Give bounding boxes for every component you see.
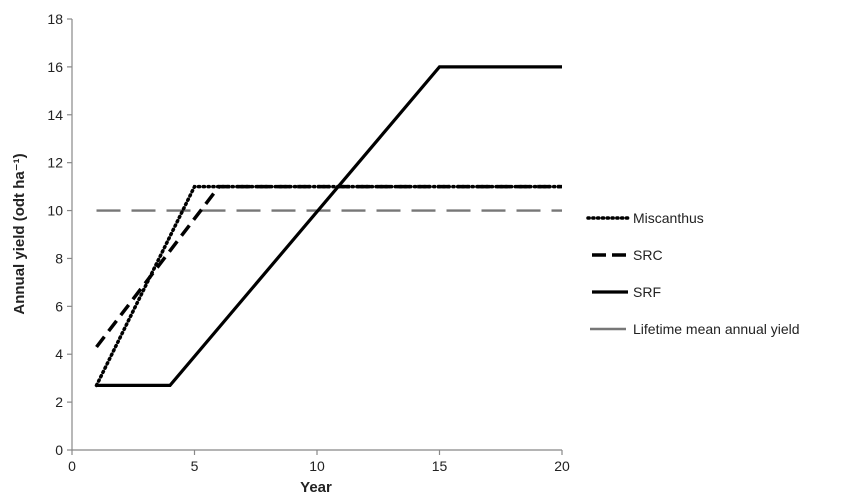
y-axis-ticks: 0 2 4 6 8 10 12 14 16 18 [47, 11, 72, 458]
x-axis-ticks: 0 5 10 15 20 [68, 450, 570, 474]
legend-label: SRC [633, 247, 663, 263]
legend-item-srf: SRF [592, 284, 661, 300]
y-tick-label: 10 [47, 203, 63, 219]
x-tick-label: 5 [191, 458, 199, 474]
series-line-miscanthus [94, 184, 564, 388]
legend-label: SRF [633, 284, 661, 300]
y-tick-label: 4 [55, 346, 63, 362]
legend-item-src: SRC [592, 247, 663, 263]
y-tick-label: 12 [47, 155, 63, 171]
y-tick-label: 2 [55, 394, 63, 410]
legend: Miscanthus SRC SRF Lifetime mean annual yie… [586, 210, 800, 337]
y-tick-label: 6 [55, 298, 63, 314]
series-layer [94, 65, 564, 388]
x-tick-label: 15 [432, 458, 448, 474]
y-tick-label: 14 [47, 107, 63, 123]
x-axis-title: Year [300, 479, 332, 496]
legend-label: Miscanthus [633, 210, 704, 226]
series-line-srf [96, 65, 562, 387]
legend-label: Lifetime mean annual yield [633, 321, 800, 337]
x-tick-label: 0 [68, 458, 76, 474]
x-tick-label: 20 [554, 458, 570, 474]
y-tick-label: 16 [47, 59, 63, 75]
y-tick-label: 8 [55, 250, 63, 266]
y-tick-label: 18 [47, 11, 63, 27]
y-tick-label: 0 [55, 442, 63, 458]
y-axis-title: Annual yield (odt ha⁻¹) [11, 153, 28, 314]
x-tick-label: 10 [309, 458, 325, 474]
legend-item-miscanthus: Miscanthus [586, 210, 704, 226]
legend-item-lifetime-mean-annual-yield: Lifetime mean annual yield [590, 321, 800, 337]
